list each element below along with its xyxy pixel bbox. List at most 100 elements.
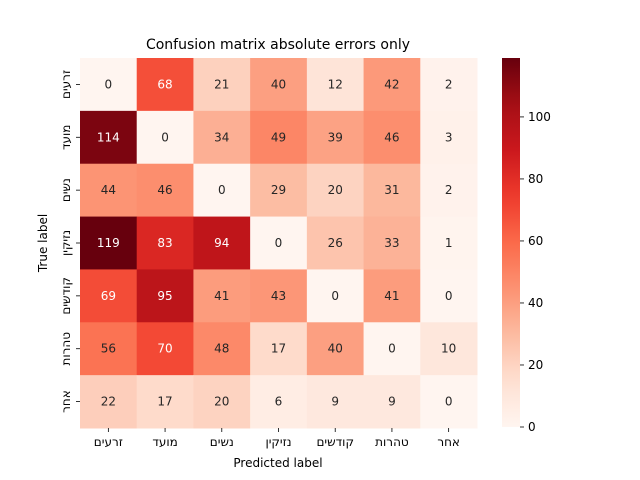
cell-value-label: 17 — [271, 342, 286, 356]
cell-value-label: 68 — [157, 77, 172, 91]
heatmap-cell — [306, 269, 365, 323]
heatmap-cell — [250, 375, 308, 429]
heatmap-cell — [193, 163, 251, 218]
cell-value-label: 95 — [157, 289, 172, 303]
heatmap-cell — [306, 375, 365, 429]
cell-value-label: 9 — [388, 395, 396, 409]
cell-value-label: 0 — [331, 289, 339, 303]
heatmap-cell — [363, 375, 421, 429]
heatmap-cell — [136, 269, 194, 323]
cell-value-label: 40 — [328, 342, 343, 356]
y-tick-label: טהרות — [59, 332, 73, 366]
heatmap-grid: 0 68 21 40 12 42 2 114 0 34 49 39 46 3 44 46 0 29 20 31 2 119… — [80, 58, 478, 429]
colorbar-tick-label: 0 — [528, 420, 536, 434]
cell-value-label: 49 — [271, 130, 286, 144]
cell-value-label: 17 — [157, 395, 172, 409]
cell-value-label: 70 — [157, 342, 172, 356]
cell-value-label: 2 — [445, 183, 453, 197]
heatmap-cell — [363, 163, 421, 218]
heatmap-cell — [136, 375, 194, 429]
cell-value-label: 34 — [214, 130, 229, 144]
cell-value-label: 2 — [445, 77, 453, 91]
heatmap-cell — [306, 110, 365, 165]
heatmap-cell — [136, 58, 194, 112]
cell-value-label: 31 — [384, 183, 399, 197]
cell-value-label: 56 — [101, 342, 116, 356]
cell-value-label: 26 — [328, 236, 343, 250]
cell-value-label: 46 — [384, 130, 399, 144]
colorbar-tick-label: 80 — [528, 172, 543, 186]
cell-value-label: 33 — [384, 236, 399, 250]
y-tick-label: קודשים — [59, 277, 73, 314]
heatmap-cell — [420, 58, 478, 112]
heatmap-cell — [306, 322, 365, 376]
cell-value-label: 0 — [275, 236, 283, 250]
y-tick-label: נזיקין — [59, 230, 73, 256]
heatmap-cell — [306, 216, 365, 270]
heatmap-cell — [306, 163, 365, 218]
cell-value-label: 29 — [271, 183, 286, 197]
cell-value-label: 44 — [101, 183, 116, 197]
heatmap-cell — [136, 163, 194, 218]
x-axis-label: Predicted label — [233, 456, 322, 470]
cell-value-label: 94 — [214, 236, 229, 250]
cell-value-label: 0 — [445, 289, 453, 303]
heatmap-cell — [80, 58, 138, 112]
heatmap-cell — [80, 375, 138, 429]
x-tick-label: נשים — [210, 435, 234, 449]
colorbar-tick-label: 60 — [528, 234, 543, 248]
cell-value-label: 119 — [97, 236, 120, 250]
heatmap-cell — [136, 322, 194, 376]
heatmap-cell — [136, 110, 194, 165]
heatmap-cell — [80, 163, 138, 218]
heatmap-cell — [420, 322, 478, 376]
heatmap-cell — [193, 322, 251, 376]
y-tick-label: זרעים — [59, 70, 73, 99]
heatmap-cell — [250, 110, 308, 165]
x-tick-label: זרעים — [94, 435, 123, 449]
cell-value-label: 40 — [271, 77, 286, 91]
colorbar: 0 20 40 60 80 100 — [502, 58, 551, 434]
heatmap-cell — [420, 163, 478, 218]
heatmap-cell — [80, 269, 138, 323]
cell-value-label: 0 — [445, 395, 453, 409]
cell-value-label: 39 — [328, 130, 343, 144]
cell-value-label: 42 — [384, 77, 399, 91]
cell-value-label: 3 — [445, 130, 453, 144]
x-axis-ticks: זרעים מועד נשים נזיקין קודשים טהרות אחר — [94, 428, 460, 449]
heatmap-cell — [136, 216, 194, 270]
colorbar-tick-label: 20 — [528, 358, 543, 372]
heatmap-cell — [420, 269, 478, 323]
heatmap-cell — [250, 163, 308, 218]
x-tick-label: קודשים — [316, 435, 353, 449]
cell-value-label: 22 — [101, 395, 116, 409]
x-tick-label: טהרות — [375, 435, 409, 449]
cell-value-label: 21 — [214, 77, 229, 91]
cell-value-label: 0 — [105, 77, 113, 91]
heatmap-cell — [250, 58, 308, 112]
chart-title: Confusion matrix absolute errors only — [146, 37, 410, 53]
cell-value-label: 41 — [214, 289, 229, 303]
heatmap-cell — [363, 269, 421, 323]
heatmap-cell — [250, 269, 308, 323]
heatmap-cell — [80, 322, 138, 376]
heatmap-cell — [193, 269, 251, 323]
heatmap-cell — [193, 58, 251, 112]
colorbar-gradient — [502, 58, 520, 427]
x-tick-label: מועד — [152, 435, 177, 449]
cell-value-label: 0 — [161, 130, 169, 144]
colorbar-tick-label: 40 — [528, 296, 543, 310]
cell-value-label: 10 — [441, 342, 456, 356]
heatmap-cell — [363, 216, 421, 270]
cell-value-label: 114 — [97, 130, 120, 144]
heatmap-cell — [306, 58, 365, 112]
heatmap-cell — [250, 322, 308, 376]
cell-value-label: 69 — [101, 289, 116, 303]
heatmap-cell — [193, 110, 251, 165]
y-axis-ticks: זרעים מועד נשים נזיקין קודשים טהרות אחר — [59, 70, 80, 413]
cell-value-label: 9 — [331, 395, 339, 409]
heatmap-cell — [363, 110, 421, 165]
heatmap-cell — [193, 375, 251, 429]
cell-value-label: 43 — [271, 289, 286, 303]
